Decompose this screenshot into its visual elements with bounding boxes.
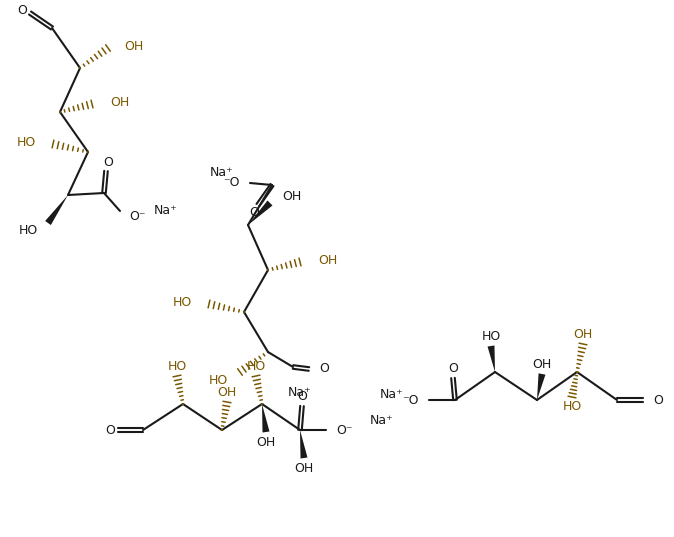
- Text: Na⁺: Na⁺: [210, 166, 234, 179]
- Text: HO: HO: [17, 136, 36, 149]
- Text: OH: OH: [574, 328, 592, 340]
- Text: ⁻O: ⁻O: [224, 177, 240, 190]
- Text: HO: HO: [209, 374, 228, 387]
- Text: OH: OH: [532, 358, 551, 371]
- Text: O: O: [103, 156, 113, 170]
- Text: Na⁺: Na⁺: [288, 386, 312, 398]
- Text: O⁻: O⁻: [336, 424, 353, 437]
- Text: Na⁺: Na⁺: [370, 413, 394, 426]
- Text: O: O: [448, 362, 458, 375]
- Text: OH: OH: [282, 191, 301, 204]
- Text: OH: OH: [318, 255, 337, 267]
- Text: OH: OH: [295, 461, 313, 475]
- Text: Na⁺: Na⁺: [380, 388, 404, 402]
- Text: O: O: [319, 362, 329, 375]
- Text: OH: OH: [218, 386, 237, 398]
- Polygon shape: [537, 373, 545, 400]
- Text: O⁻: O⁻: [129, 211, 146, 223]
- Text: HO: HO: [173, 296, 192, 309]
- Polygon shape: [248, 200, 272, 225]
- Text: O: O: [653, 394, 663, 407]
- Polygon shape: [300, 430, 307, 459]
- Text: O: O: [249, 207, 259, 220]
- Polygon shape: [487, 345, 495, 372]
- Polygon shape: [262, 404, 270, 432]
- Text: Na⁺: Na⁺: [154, 205, 178, 217]
- Text: HO: HO: [19, 224, 38, 237]
- Text: ⁻O: ⁻O: [402, 394, 419, 407]
- Text: HO: HO: [247, 359, 266, 373]
- Polygon shape: [45, 195, 68, 225]
- Text: OH: OH: [110, 97, 129, 110]
- Text: O: O: [105, 424, 115, 437]
- Text: OH: OH: [124, 40, 144, 53]
- Text: OH: OH: [256, 436, 276, 448]
- Text: HO: HO: [481, 330, 501, 343]
- Text: HO: HO: [562, 401, 582, 413]
- Text: O: O: [17, 4, 27, 18]
- Text: HO: HO: [167, 359, 187, 373]
- Text: O: O: [297, 390, 307, 403]
